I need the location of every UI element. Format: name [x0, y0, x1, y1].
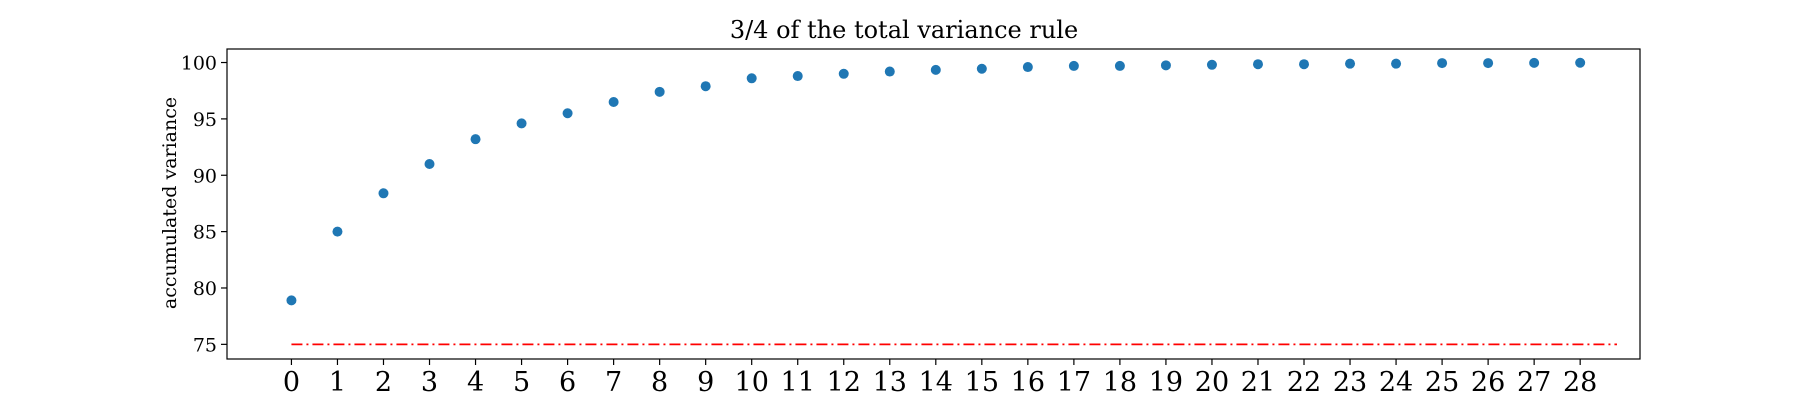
data-point: [1252, 59, 1263, 70]
x-tick-label: 22: [1287, 367, 1321, 398]
data-point: [562, 108, 573, 119]
plot-frame: [226, 48, 1641, 360]
x-tick-label: 27: [1517, 367, 1551, 398]
data-point: [378, 188, 389, 199]
x-tick-label: 12: [827, 367, 861, 398]
data-point: [332, 226, 343, 237]
data-point: [1391, 58, 1402, 69]
x-tick-label: 4: [467, 367, 484, 398]
x-tick-label: 19: [1149, 367, 1183, 398]
data-point: [1483, 58, 1494, 69]
data-point: [976, 63, 987, 74]
x-tick-label: 0: [283, 367, 300, 398]
x-tick-label: 7: [605, 367, 622, 398]
data-point: [930, 64, 941, 75]
data-point: [1299, 59, 1310, 70]
y-axis-label: accumulated variance: [159, 97, 181, 309]
y-tick-label: 95: [193, 109, 217, 131]
data-point: [286, 295, 297, 306]
x-tick-label: 9: [697, 367, 714, 398]
y-tick-label: 100: [181, 53, 217, 75]
x-tick-label: 25: [1425, 367, 1459, 398]
x-tick-label: 5: [513, 367, 530, 398]
x-tick-label: 21: [1241, 367, 1275, 398]
y-tick-label: 85: [193, 222, 217, 244]
y-tick-label: 75: [193, 334, 217, 356]
x-tick-label: 23: [1333, 367, 1367, 398]
x-tick-label: 14: [919, 367, 953, 398]
y-tick-label: 90: [193, 165, 217, 187]
x-tick-label: 11: [781, 367, 815, 398]
x-tick-label: 24: [1379, 367, 1413, 398]
x-tick-label: 10: [735, 367, 769, 398]
y-tick-label: 80: [193, 278, 217, 300]
x-tick-label: 8: [651, 367, 668, 398]
data-point: [1114, 60, 1125, 71]
x-tick-label: 17: [1057, 367, 1091, 398]
data-point: [608, 96, 619, 107]
x-tick-label: 6: [559, 367, 576, 398]
data-point: [1022, 62, 1033, 73]
data-point: [1529, 57, 1540, 68]
data-point: [1068, 60, 1079, 71]
x-tick-label: 2: [375, 367, 392, 398]
data-point: [424, 158, 435, 169]
data-point: [516, 118, 527, 129]
x-tick-label: 3: [421, 367, 438, 398]
data-point: [1160, 60, 1171, 71]
data-point: [1437, 58, 1448, 69]
x-tick-label: 28: [1563, 367, 1597, 398]
x-tick-label: 16: [1011, 367, 1045, 398]
data-point: [700, 81, 711, 92]
x-tick-label: 15: [965, 367, 999, 398]
data-point: [654, 86, 665, 97]
data-point: [884, 66, 895, 77]
x-tick-label: 18: [1103, 367, 1137, 398]
chart-title: 3/4 of the total variance rule: [730, 16, 1078, 44]
data-point: [470, 134, 481, 145]
data-point: [838, 68, 849, 79]
x-tick-label: 20: [1195, 367, 1229, 398]
data-point: [746, 73, 757, 84]
x-tick-label: 26: [1471, 367, 1505, 398]
x-tick-label: 13: [873, 367, 907, 398]
data-point: [1206, 59, 1217, 70]
data-point: [1345, 58, 1356, 69]
data-point: [1575, 57, 1586, 68]
data-point: [792, 71, 803, 82]
x-tick-label: 1: [329, 367, 346, 398]
